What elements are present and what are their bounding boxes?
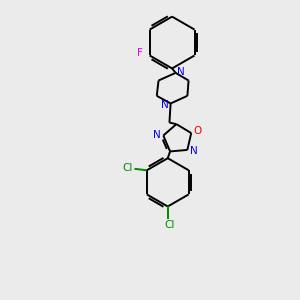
Text: O: O xyxy=(194,126,202,136)
Text: Cl: Cl xyxy=(164,220,174,230)
Text: Cl: Cl xyxy=(123,163,133,173)
Text: N: N xyxy=(177,67,185,77)
Text: N: N xyxy=(153,130,161,140)
Text: F: F xyxy=(137,48,143,58)
Text: N: N xyxy=(190,146,198,155)
Text: N: N xyxy=(161,100,169,110)
